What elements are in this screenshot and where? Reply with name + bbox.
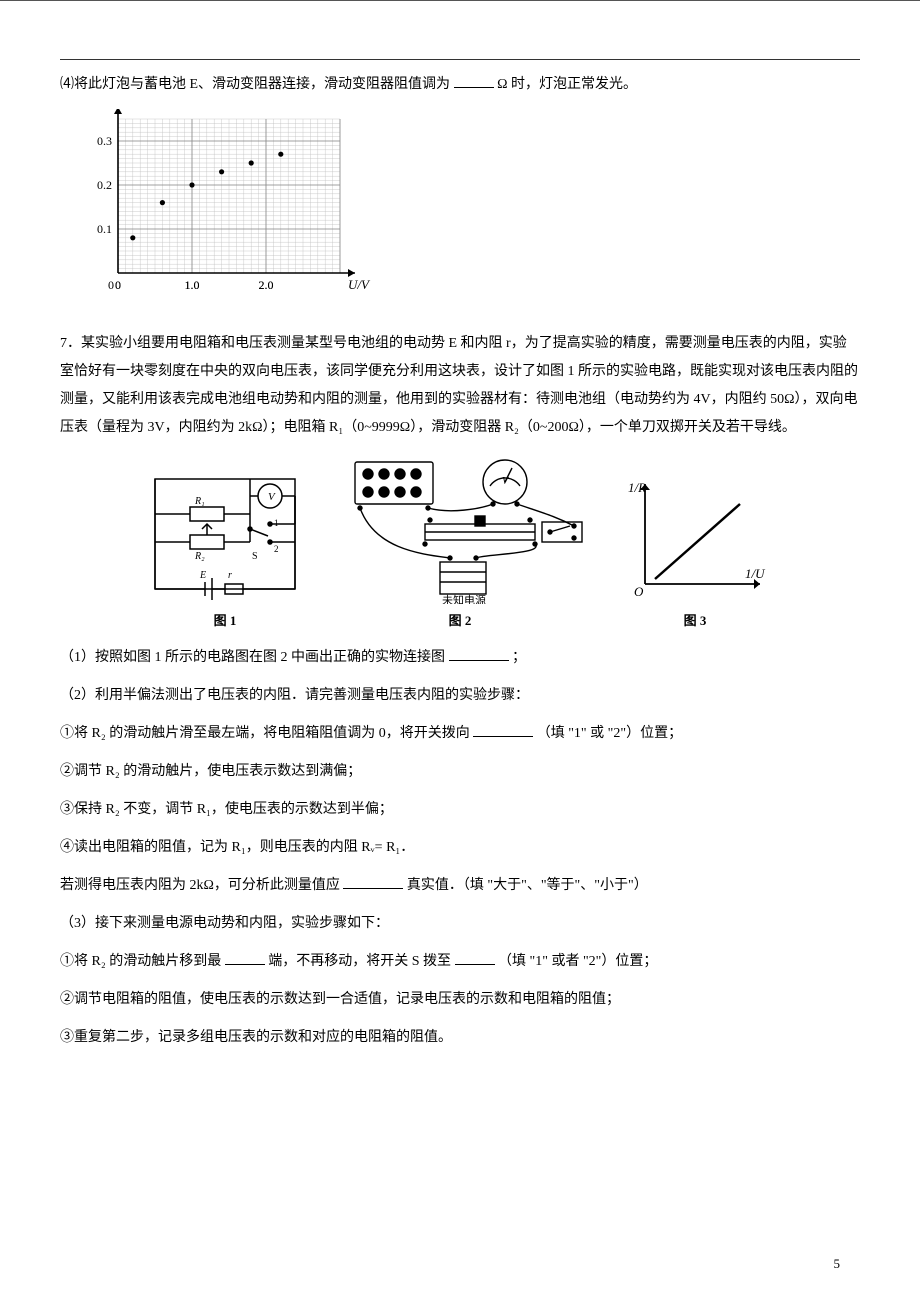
q7-p3-1b: 端，不再移动，将开关 S 拨至 xyxy=(268,954,451,969)
svg-text:0.1: 0.1 xyxy=(97,222,112,236)
svg-text:U/V: U/V xyxy=(348,277,371,292)
svg-text:R₂: R₂ xyxy=(194,551,205,562)
fig3-x-label: 1/U xyxy=(745,566,766,581)
q7-p3-2: ②调节电阻箱的阻值，使电压表的示数达到一合适值，记录电压表的示数和电阻箱的阻值； xyxy=(60,986,860,1014)
fig2-caption: 图 2 xyxy=(449,608,472,634)
q4-text: ⑷将此灯泡与蓄电池 E、滑动变阻器连接，滑动变阻器阻值调为 Ω 时，灯泡正常发光… xyxy=(60,71,860,99)
q7-p2-3: ③保持 R₂ 不变，调节 R₁，使电压表的示数达到半偏； xyxy=(60,796,860,824)
q7-p2-1b: （填 "1" 或 "2"）位置； xyxy=(537,726,682,741)
fig1-caption: 图 1 xyxy=(214,608,237,634)
svg-text:V: V xyxy=(268,491,276,503)
fig3-y-label: 1/R xyxy=(628,480,646,495)
svg-text:0: 0 xyxy=(115,278,121,292)
svg-text:2: 2 xyxy=(274,544,279,554)
fig3-origin: O xyxy=(634,584,644,599)
fig2-unknown-label: 未知电源 xyxy=(442,593,486,604)
q7-p2-1: ①将 R₂ 的滑动触片滑至最左端，将电阻箱阻值调为 0，将开关拨向 （填 "1"… xyxy=(60,720,860,748)
q7-p3-1a: ①将 R₂ 的滑动触片移到最 xyxy=(60,954,221,969)
q7-p1: （1）按照如图 1 所示的电路图在图 2 中画出正确的实物连接图 ； xyxy=(60,644,860,672)
q7-p2-4: ④读出电阻箱的阻值，记为 R₁，则电压表的内阻 Rᵥ= R₁． xyxy=(60,834,860,862)
svg-text:S: S xyxy=(252,551,258,562)
fig1-col: V R₁ R₂ E r 1 2 S 图 1 xyxy=(150,474,300,634)
svg-text:E: E xyxy=(199,570,206,581)
svg-text:r: r xyxy=(228,570,232,581)
q4-a: ⑷将此灯泡与蓄电池 E、滑动变阻器连接，滑动变阻器阻值调为 xyxy=(60,77,450,92)
fig3-caption: 图 3 xyxy=(684,608,707,634)
page: ⑷将此灯泡与蓄电池 E、滑动变阻器连接，滑动变阻器阻值调为 Ω 时，灯泡正常发光… xyxy=(0,0,920,1302)
figures-row: V R₁ R₂ E r 1 2 S 图 1 xyxy=(60,454,860,634)
q7-p2-1-blank xyxy=(473,722,533,737)
fig3-col: 1/R 1/U O 图 3 xyxy=(620,474,770,634)
q7-p3-1: ①将 R₂ 的滑动触片移到最 端，不再移动，将开关 S 拨至 （填 "1" 或者… xyxy=(60,948,860,976)
fig1-circuit: V R₁ R₂ E r 1 2 S xyxy=(150,474,300,604)
q7-p2-5a: 若测得电压表内阻为 2kΩ，可分析此测量值应 xyxy=(60,878,340,893)
svg-text:R₁: R₁ xyxy=(194,496,205,507)
svg-text:0: 0 xyxy=(108,278,114,292)
content-body: ⑷将此灯泡与蓄电池 E、滑动变阻器连接，滑动变阻器阻值调为 Ω 时，灯泡正常发光… xyxy=(60,71,860,1052)
q4-b: Ω 时，灯泡正常发光。 xyxy=(497,77,637,92)
q7-p3-1c: （填 "1" 或者 "2"）位置； xyxy=(498,954,657,969)
q7-p2: （2）利用半偏法测出了电压表的内阻．请完善测量电压表内阻的实验步骤： xyxy=(60,682,860,710)
svg-text:2.0: 2.0 xyxy=(259,278,274,292)
q7-p3-1-blank1 xyxy=(225,950,265,965)
q7-p2-5b: 真实值．（填 "大于"、"等于"、"小于"） xyxy=(407,878,648,893)
q7-p2-1a: ①将 R₂ 的滑动触片滑至最左端，将电阻箱阻值调为 0，将开关拨向 xyxy=(60,726,470,741)
q7-p1-blank xyxy=(449,646,509,661)
q7-p2-5: 若测得电压表内阻为 2kΩ，可分析此测量值应 真实值．（填 "大于"、"等于"、… xyxy=(60,872,860,900)
q7-p3-3: ③重复第二步，记录多组电压表的示数和对应的电阻箱的阻值。 xyxy=(60,1024,860,1052)
q7-p3: （3）接下来测量电源电动势和内阻，实验步骤如下： xyxy=(60,910,860,938)
svg-text:1: 1 xyxy=(274,518,279,528)
page-number: 5 xyxy=(834,1256,841,1272)
q7-p3-1-blank2 xyxy=(455,950,495,965)
svg-text:1.0: 1.0 xyxy=(185,278,200,292)
svg-text:0.3: 0.3 xyxy=(97,134,112,148)
svg-text:0.2: 0.2 xyxy=(97,178,112,192)
q7-p1-b: ； xyxy=(512,650,526,665)
iv-chart: 001.01.02.02.00.10.20.3I/AU/V0 xyxy=(80,109,860,310)
q7-p2-2: ②调节 R₂ 的滑动触片，使电压表示数达到满偏； xyxy=(60,758,860,786)
iv-chart-svg: 001.01.02.02.00.10.20.3I/AU/V0 xyxy=(80,109,380,299)
fig2-physical: V 未知电源 xyxy=(330,454,590,604)
q7-p1-text: （1）按照如图 1 所示的电路图在图 2 中画出正确的实物连接图 xyxy=(60,650,445,665)
header-rule xyxy=(60,59,860,60)
fig3-graph: 1/R 1/U O xyxy=(620,474,770,604)
q4-blank xyxy=(454,73,494,88)
fig2-col: V 未知电源 图 2 xyxy=(330,454,590,634)
q7-p2-5-blank xyxy=(343,874,403,889)
q7-intro: 7．某实验小组要用电阻箱和电压表测量某型号电池组的电动势 E 和内阻 r，为了提… xyxy=(60,330,860,442)
